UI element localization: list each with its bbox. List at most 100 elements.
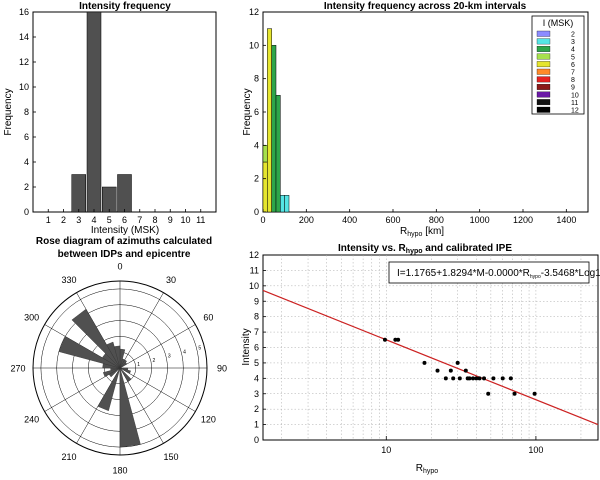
p2-legend-swatch: [536, 76, 551, 83]
p1-y-tick-label: 14: [19, 32, 29, 42]
p2-legend-label: 11: [571, 100, 578, 107]
p1-y-tick-label: 12: [19, 57, 29, 67]
p3-angle-label: 120: [201, 415, 216, 425]
p1-x-tick-label: 11: [196, 215, 205, 225]
p3-angle-label: 30: [166, 275, 176, 285]
p3-angle-label: 210: [61, 452, 76, 462]
p3-angle-label: 240: [24, 415, 39, 425]
p4-data-point: [512, 391, 517, 396]
p2-bar: [275, 95, 281, 213]
p2-bar: [262, 161, 268, 213]
p1-y-tick-label: 2: [24, 182, 29, 192]
p4-x-tick-label: 10: [381, 445, 391, 455]
p4-data-point: [396, 337, 401, 342]
p4-data-point: [393, 337, 398, 342]
p2-bar: [262, 145, 268, 163]
p1-title: Intensity frequency: [79, 1, 171, 12]
p1-x-tick-label: 3: [76, 215, 81, 225]
p4-y-tick-label: 6: [254, 343, 259, 353]
p4-data-point: [443, 376, 448, 381]
p3-petal: [119, 367, 131, 374]
p1-x-tick-label: 10: [180, 215, 190, 225]
p4-y-tick-label: 7: [254, 327, 259, 337]
p2-y-tick-label: 8: [254, 74, 259, 84]
p4-data-point: [477, 376, 482, 381]
p2-y-tick-label: 0: [254, 207, 259, 217]
p4-data-point: [451, 376, 456, 381]
p1-bar: [86, 11, 102, 213]
p3-radial-label: 2: [153, 358, 156, 364]
p3-petal: [119, 367, 141, 448]
p2-bar: [267, 28, 272, 213]
p4-data-point: [448, 368, 453, 373]
p2-x-tick-label: 1400: [556, 215, 576, 225]
p4-data-point: [508, 376, 513, 381]
p4-y-tick-label: 0: [254, 435, 259, 445]
p4-data-point: [422, 360, 427, 365]
p4-x-axis-label: Rhypo: [416, 463, 439, 475]
p2-x-tick-label: 1000: [470, 215, 490, 225]
p1-bar: [71, 174, 86, 213]
p3-title-line1: Rose diagram of azimuths calculated: [36, 236, 212, 247]
p2-legend-label: 5: [571, 54, 575, 61]
p2-legend-swatch: [536, 53, 551, 60]
p3-spoke: [119, 367, 196, 412]
p2-legend-swatch: [536, 30, 551, 37]
p1-y-tick-label: 0: [24, 207, 29, 217]
p3-petal: [119, 362, 128, 369]
p2-legend-label: 8: [571, 77, 575, 84]
p1-y-tick-label: 6: [24, 132, 29, 142]
p4-data-point: [500, 376, 505, 381]
p2-legend-label: 2: [571, 32, 575, 39]
p4-axes-box: [262, 254, 599, 441]
p1-bar: [117, 174, 132, 213]
panel-intensity-by-distance: Intensity frequency across 20-km interva…: [242, 1, 589, 238]
p3-petal: [119, 367, 132, 382]
p2-title: Intensity frequency across 20-km interva…: [324, 1, 527, 12]
p1-x-tick-label: 2: [61, 215, 66, 225]
p2-x-tick-label: 600: [385, 215, 400, 225]
p1-x-tick-label: 6: [122, 215, 127, 225]
p4-data-point: [455, 360, 460, 365]
p3-petal: [97, 367, 121, 412]
p2-legend-label: 4: [571, 47, 575, 54]
p2-y-axis-label: Frequency: [242, 88, 253, 135]
p3-angle-label: 330: [61, 275, 76, 285]
p3-petal: [71, 308, 121, 369]
p2-x-tick-label: 200: [299, 215, 314, 225]
p4-data-point: [457, 376, 462, 381]
p3-angle-label: 180: [112, 466, 127, 476]
p3-petal: [114, 345, 121, 369]
p2-y-tick-label: 6: [254, 107, 259, 117]
p4-data-point: [463, 368, 468, 373]
p4-title: Intensity vs. Rhypo and calibrated IPE: [338, 243, 512, 255]
p4-y-tick-label: 1: [254, 420, 259, 430]
p4-y-tick-label: 12: [249, 250, 259, 260]
p3-angle-label: 60: [203, 312, 213, 322]
p1-y-tick-label: 16: [19, 7, 29, 17]
p4-y-tick-label: 8: [254, 312, 259, 322]
p2-x-tick-label: 0: [260, 215, 265, 225]
p1-bar: [102, 186, 117, 213]
p2-legend-label: 6: [571, 62, 575, 69]
p4-y-axis-label: Intensity: [241, 328, 252, 365]
p2-y-tick-label: 12: [249, 7, 259, 17]
p2-legend-title: I (MSK): [543, 18, 574, 28]
p2-legend-swatch: [536, 38, 551, 45]
p3-radial-label: 4: [183, 350, 186, 356]
p1-x-tick-label: 8: [152, 215, 157, 225]
p1-x-tick-label: 7: [137, 215, 142, 225]
p4-y-tick-label: 11: [250, 265, 259, 275]
panel-intensity-vs-distance: Intensity vs. Rhypo and calibrated IPE 0…: [241, 243, 600, 475]
p1-x-axis-label: Intensity (MSK): [91, 225, 159, 236]
p4-y-tick-label: 4: [254, 373, 259, 383]
p4-data-point: [491, 376, 496, 381]
p3-radial-label: 1: [137, 362, 140, 368]
p3-spoke: [119, 292, 164, 369]
p2-legend-label: 9: [571, 85, 575, 92]
p2-bar: [284, 195, 290, 213]
p4-equation-box: I=1.1765+1.8294*M-0.0000*Rhypo-3.5468*Lo…: [388, 261, 600, 284]
p2-legend-swatch: [536, 61, 551, 68]
p3-radial-label: 5: [198, 346, 201, 352]
